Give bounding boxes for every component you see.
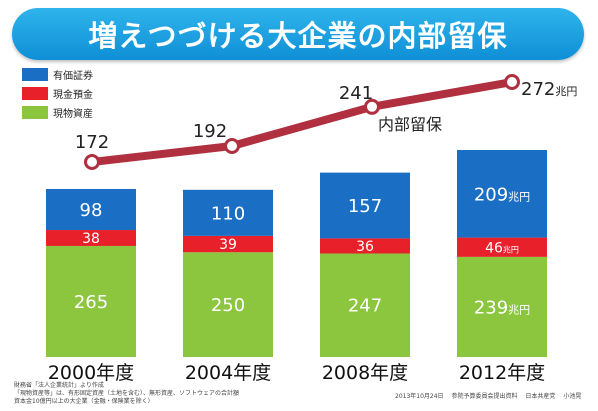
title-banner: 増えつづける大企業の内部留保: [12, 8, 584, 60]
bar-2008-securities: [320, 172, 410, 239]
x-tick-2000: 2000年度: [48, 362, 134, 384]
bar-label-2012-securities: 209兆円: [474, 184, 530, 205]
line-point-2012: [504, 74, 520, 90]
legend: 有価証券 現金預金 現物資産: [22, 66, 93, 123]
bar-2004-securities: [183, 189, 273, 236]
line-point-2008: [364, 98, 380, 115]
legend-swatch-physical: [22, 106, 48, 119]
footnote-source: 参院予算委員会提出資料: [451, 393, 518, 400]
bar-2012-cash: [457, 237, 547, 257]
legend-swatch-cash: [22, 87, 48, 100]
bar-2008-cash: [320, 238, 410, 254]
legend-item-cash: 現金預金: [22, 85, 93, 102]
footnote-line-3: 資本金10億円以上の大企業（金融・保険業を除く）: [14, 398, 154, 405]
footnote-left: 財務省「法人企業統計」より作成 「現物資産等」は、有形固定資産（土地を含む）、無…: [14, 382, 239, 406]
legend-swatch-securities: [22, 68, 48, 81]
bar-label-2008-physical: 247: [348, 296, 382, 317]
bar-2012-securities: [457, 150, 547, 238]
chart-title: 増えつづける大企業の内部留保: [88, 19, 508, 53]
bar-label-2008-securities: 157: [348, 196, 382, 217]
bar-label-2008-cash: 36: [356, 239, 374, 255]
bar-label-2000-securities: 98: [80, 200, 103, 221]
line-label-2004: 192: [193, 121, 227, 142]
legend-item-physical: 現物資産: [22, 104, 93, 121]
line-point-2000: [84, 154, 100, 170]
bar-label-2000-physical: 265: [74, 292, 108, 313]
footnote-person: 小池晃: [563, 393, 582, 400]
bar-2000-cash: [46, 230, 136, 246]
legend-label-physical: 現物資産: [53, 109, 93, 120]
bar-label-2000-cash: 38: [82, 231, 100, 247]
x-tick-2008: 2008年度: [322, 362, 408, 384]
bar-2000-physical: [46, 245, 136, 357]
legend-label-cash: 現金預金: [53, 90, 93, 101]
footnote-party: 日本共産党: [525, 393, 556, 400]
line-label-2008: 241: [339, 83, 373, 104]
bar-2008-physical: [320, 253, 410, 357]
legend-item-securities: 有価証券: [22, 66, 93, 83]
x-tick-2004: 2004年度: [185, 362, 271, 384]
line-series-name: 内部留保: [378, 115, 442, 134]
line-naibu-ryuho: [88, 78, 516, 166]
bar-2012-physical: [457, 256, 547, 357]
line-label-2012: 272兆円: [521, 79, 577, 100]
bar-label-2004-securities: 110: [211, 203, 245, 224]
footnote-line-1: 財務省「法人企業統計」より作成: [14, 382, 104, 389]
line-point-2004: [224, 138, 240, 154]
footnote-line-2: 「現物資産等」は、有形固定資産（土地を含む）、無形資産、ソフトウェアの合計額: [14, 390, 240, 397]
bar-2000-securities: [46, 188, 136, 231]
bar-2004-cash: [183, 235, 273, 253]
footnote-date: 2013年10月24日: [395, 393, 444, 400]
bar-label-2004-cash: 39: [219, 237, 237, 253]
line-label-2000: 172: [75, 132, 109, 153]
x-tick-2012: 2012年度: [459, 362, 545, 384]
legend-label-securities: 有価証券: [53, 71, 93, 82]
bar-label-2012-physical: 239兆円: [474, 297, 530, 318]
bar-label-2004-physical: 250: [211, 295, 245, 316]
bar-2004-physical: [183, 252, 273, 357]
footnote-right: 2013年10月24日 参院予算委員会提出資料 日本共産党 小池晃: [395, 393, 581, 401]
